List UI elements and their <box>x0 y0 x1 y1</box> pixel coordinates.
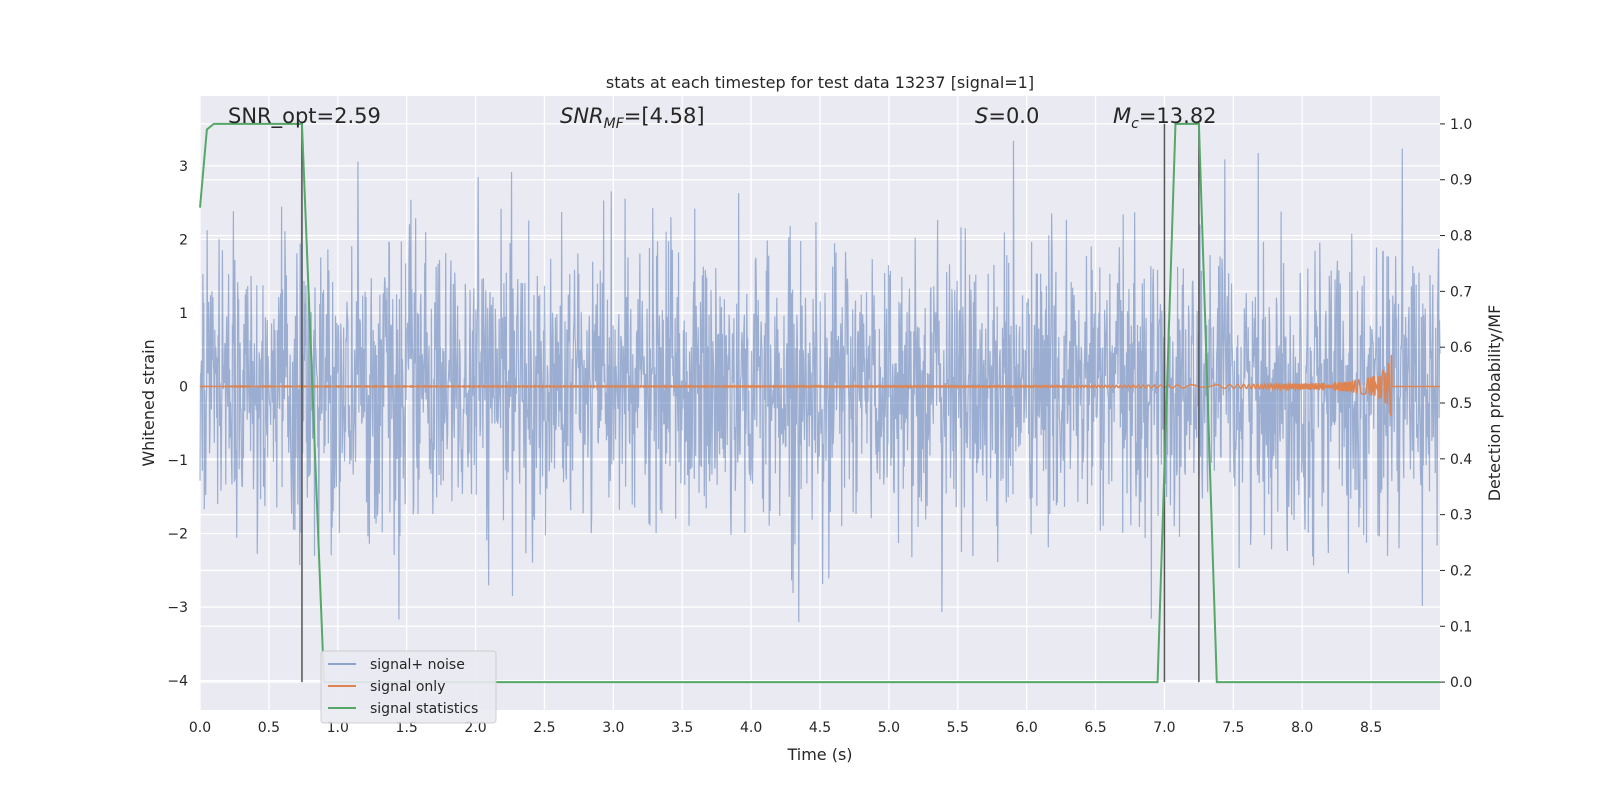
vertical-markers <box>301 123 1200 683</box>
x-tick-label: 3.5 <box>671 720 693 736</box>
y-tick-label: −4 <box>167 674 188 690</box>
x-tick-label: 3.0 <box>602 720 624 736</box>
x-tick-label: 7.5 <box>1222 720 1244 736</box>
legend-label-signal-only: signal only <box>370 679 445 695</box>
y2-tick-label: 0.6 <box>1450 340 1472 356</box>
y2-axis-ticks: 1.0 0.9 0.8 0.7 0.6 0.5 0.4 0.3 0.2 0.1 0.0 <box>1440 117 1472 691</box>
x-tick-label: 1.5 <box>396 720 418 736</box>
y2-axis-label: Detection probability/MF <box>1485 305 1504 502</box>
y-tick-label: 1 <box>179 306 188 322</box>
y-axis-ticks: 3 2 1 0 −1 −2 −3 −4 <box>167 159 188 690</box>
signal-noise-line <box>199 121 1441 623</box>
annotation-snr-mf: SNRMF=[4.58] <box>560 104 705 132</box>
y2-tick-label: 0.2 <box>1450 563 1472 579</box>
x-tick-label: 7.0 <box>1153 720 1175 736</box>
y-tick-label: −3 <box>167 600 188 616</box>
annotation-snr-opt: SNR_opt=2.59 <box>228 104 381 129</box>
y-tick-label: 3 <box>179 159 188 175</box>
y2-tick-label: 0.9 <box>1450 173 1472 189</box>
y2-tick-label: 0.7 <box>1450 284 1472 300</box>
signal-only-series <box>199 354 1440 416</box>
x-tick-label: 2.0 <box>464 720 486 736</box>
y2-tick-label: 0.4 <box>1450 452 1472 468</box>
y-tick-label: −2 <box>167 527 188 543</box>
x-tick-label: 5.5 <box>947 720 969 736</box>
x-axis-label: Time (s) <box>786 745 852 764</box>
y2-tick-label: 0.5 <box>1450 396 1472 412</box>
x-tick-label: 8.0 <box>1291 720 1313 736</box>
legend-label-signal-statistics: signal statistics <box>370 701 478 717</box>
legend-box <box>320 650 497 724</box>
y2-tick-label: 1.0 <box>1450 117 1472 133</box>
x-tick-label: 0.0 <box>189 720 211 736</box>
y2-tick-label: 0.3 <box>1450 508 1472 524</box>
y2-tick-label: 0.8 <box>1450 229 1472 245</box>
legend: signal+ noise signal only signal statist… <box>320 650 497 724</box>
y-tick-label: 2 <box>179 232 188 248</box>
chart-title: stats at each timestep for test data 132… <box>606 73 1034 92</box>
signal-noise-series <box>199 121 1441 623</box>
y-tick-label: 0 <box>179 379 188 395</box>
x-tick-label: 6.5 <box>1084 720 1106 736</box>
x-tick-label: 4.5 <box>809 720 831 736</box>
x-tick-label: 4.0 <box>740 720 762 736</box>
y-axis-label: Whitened strain <box>139 339 158 466</box>
signal-only-line <box>199 354 1440 416</box>
x-axis-ticks: 0.0 0.5 1.0 1.5 2.0 2.5 3.0 3.5 4.0 4.5 5.0 5.5 6.0 6… <box>189 720 1382 736</box>
annotation-mc: Mc=13.82 <box>1113 104 1217 132</box>
y2-tick-label: 0.0 <box>1450 675 1472 691</box>
x-tick-label: 8.5 <box>1360 720 1382 736</box>
x-tick-label: 0.5 <box>258 720 280 736</box>
x-tick-label: 5.0 <box>878 720 900 736</box>
y-tick-label: −1 <box>167 453 188 469</box>
legend-label-signal-noise: signal+ noise <box>370 657 465 673</box>
y2-tick-label: 0.1 <box>1450 619 1472 635</box>
x-tick-label: 6.0 <box>1016 720 1038 736</box>
x-tick-label: 2.5 <box>533 720 555 736</box>
x-tick-label: 1.0 <box>327 720 349 736</box>
annotation-s: S=0.0 <box>975 104 1039 128</box>
